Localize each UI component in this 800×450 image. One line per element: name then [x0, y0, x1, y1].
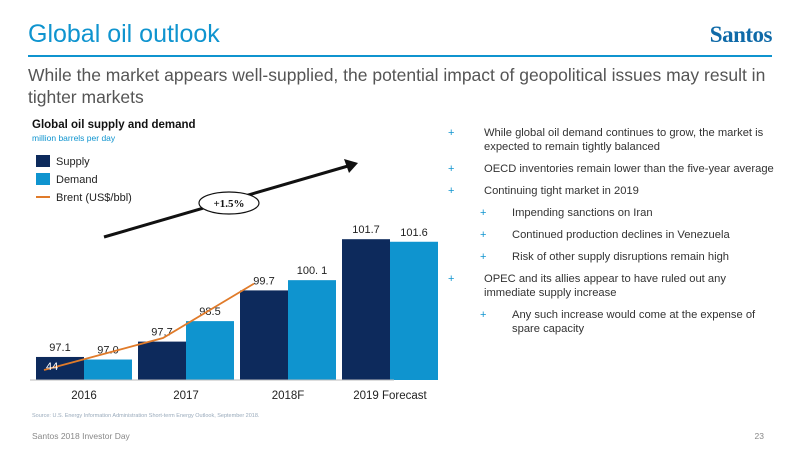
growth-arrow-head — [344, 159, 358, 173]
data-label-demand: 101.6 — [400, 227, 428, 239]
brent-data-label: 54 — [155, 299, 167, 311]
legend-label-brent: Brent (US$/bbl) — [56, 192, 132, 204]
bullet-list: + While global oil demand continues to gr… — [448, 126, 778, 344]
data-label-supply: 97.7 — [151, 327, 172, 339]
bullet-text: Any such increase would come at the expe… — [512, 309, 756, 335]
x-tick-label: 2019 Forecast — [353, 390, 427, 402]
plus-icon: + — [480, 309, 487, 321]
bullet-text: Risk of other supply disruptions remain … — [512, 251, 730, 263]
brent-data-label: 71 — [226, 253, 238, 265]
bullet-text: While global oil demand continues to gro… — [484, 127, 764, 153]
growth-callout-label: +1.5% — [213, 198, 244, 210]
data-label-demand: 100. 1 — [297, 265, 328, 277]
data-label-supply: 101.7 — [352, 224, 380, 236]
bullet-text: OPEC and its allies appear to have ruled… — [484, 273, 726, 299]
brent-data-label: 44 — [46, 361, 58, 373]
sub-bullet-item: + Continued production declines in Venezu… — [448, 228, 778, 242]
brent-line — [43, 282, 255, 371]
x-tick-label: 2016 — [71, 390, 97, 402]
sub-bullet-item: + Impending sanctions on Iran — [448, 206, 778, 220]
page-subtitle: While the market appears well-supplied, … — [28, 65, 766, 107]
bullet-item: + While global oil demand continues to gr… — [448, 126, 778, 154]
bar-supply — [342, 239, 390, 380]
bullet-text: OECD inventories remain lower than the f… — [484, 163, 774, 175]
bullet-item: + Continuing tight market in 2019 — [448, 184, 778, 198]
x-tick-label: 2018F — [272, 390, 305, 402]
data-label-supply: 99.7 — [253, 275, 274, 287]
bar-supply — [138, 341, 186, 380]
bar-demand — [288, 280, 336, 380]
title-divider — [28, 55, 772, 57]
bullet-text: Impending sanctions on Iran — [512, 207, 653, 219]
plus-icon: + — [480, 251, 487, 263]
bar-demand — [186, 321, 234, 380]
santos-logo: Santos — [709, 22, 773, 47]
legend-swatch-demand — [36, 173, 50, 185]
bar-supply — [240, 290, 288, 380]
plus-icon: + — [448, 163, 455, 175]
data-label-demand: 98.5 — [199, 306, 220, 318]
legend-label-supply: Supply — [56, 156, 90, 168]
source-note: Source: U.S. Energy Information Administ… — [32, 413, 260, 419]
bullet-item: + OPEC and its allies appear to have rule… — [448, 272, 778, 300]
bar-demand — [84, 359, 132, 380]
plus-icon: + — [448, 273, 455, 285]
chart-units: million barrels per day — [32, 133, 116, 143]
page-title: Global oil outlook — [28, 20, 220, 48]
plus-icon: + — [480, 229, 487, 241]
chart-title: Global oil supply and demand — [32, 119, 196, 131]
footer-text: Santos 2018 Investor Day — [32, 431, 130, 441]
bar-demand — [390, 241, 438, 380]
growth-callout-bubble — [198, 191, 260, 215]
sub-bullet-item: + Any such increase would come at the exp… — [448, 308, 778, 336]
plus-icon: + — [480, 207, 487, 219]
bullet-text: Continued production declines in Venezue… — [512, 229, 730, 241]
plus-icon: + — [448, 127, 455, 139]
plus-icon: + — [448, 185, 455, 197]
legend-swatch-supply — [36, 155, 50, 167]
bullet-item: + OECD inventories remain lower than the … — [448, 162, 778, 176]
bullet-text: Continuing tight market in 2019 — [484, 185, 639, 197]
sub-bullet-item: + Risk of other supply disruptions remain… — [448, 250, 778, 264]
page-number: 23 — [754, 431, 764, 441]
data-label-supply: 97.1 — [49, 342, 70, 354]
x-tick-label: 2017 — [173, 390, 199, 402]
legend-label-demand: Demand — [56, 174, 98, 186]
